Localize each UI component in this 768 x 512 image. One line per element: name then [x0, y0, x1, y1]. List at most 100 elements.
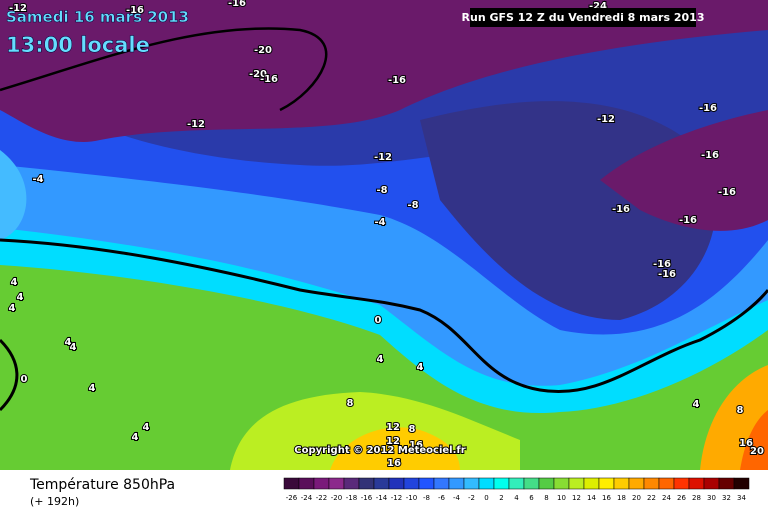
contour-label: 0: [375, 315, 382, 326]
scale-swatch: [358, 477, 375, 490]
scale-swatch: [403, 477, 420, 490]
scale-label: -2: [468, 494, 475, 502]
scale-swatch: [733, 477, 750, 490]
contour-label: 4: [377, 354, 384, 365]
scale-swatch: [688, 477, 705, 490]
scale-label: 20: [632, 494, 641, 502]
contour-label: -16: [653, 259, 671, 270]
contour-label: 4: [70, 342, 77, 353]
contour-label: 4: [132, 432, 139, 443]
scale-label: 16: [602, 494, 611, 502]
run-box: [470, 8, 696, 27]
contour-label: 4: [65, 337, 72, 348]
contour-label: 8: [737, 405, 744, 416]
contour-label: -16: [718, 187, 736, 198]
color-scale: -26 -24 -22 -20 -18 -16 -14 -12 -10 -8 -6 -4 -2 0 2 4 6 8…: [283, 477, 750, 502]
contour-label: 12: [386, 422, 400, 433]
scale-label: 24: [662, 494, 671, 502]
scale-swatch: [673, 477, 690, 490]
contour-label: 0: [21, 374, 28, 385]
scale-label: 30: [707, 494, 716, 502]
contour-label: -16: [699, 103, 717, 114]
scale-swatch: [538, 477, 555, 490]
contour-label: -12: [187, 119, 205, 130]
scale-label: -16: [361, 494, 373, 502]
scale-label: 4: [514, 494, 519, 502]
scale-label: 2: [499, 494, 503, 502]
scale-swatch: [463, 477, 480, 490]
scale-swatch: [283, 477, 300, 490]
contour-label: 16: [409, 440, 423, 451]
scale-swatch: [343, 477, 360, 490]
contour-label: 8: [409, 424, 416, 435]
scale-swatch: [448, 477, 465, 490]
footer: [0, 470, 768, 512]
scale-label: 22: [647, 494, 656, 502]
scale-label: -24: [301, 494, 313, 502]
scale-swatch: [493, 477, 510, 490]
scale-label: -6: [438, 494, 446, 502]
scale-label: -26: [286, 494, 298, 502]
scale-label: 14: [587, 494, 596, 502]
scale-label: 6: [529, 494, 534, 502]
contour-label: -12: [597, 114, 615, 125]
contour-label: 12: [386, 436, 400, 447]
scale-label: 26: [677, 494, 686, 502]
scale-label: -10: [406, 494, 417, 502]
contour-label: -16: [612, 204, 630, 215]
contour-label: -16: [260, 74, 278, 85]
scale-swatch: [508, 477, 525, 490]
contour-label: 4: [9, 303, 16, 314]
scale-label: -14: [376, 494, 388, 502]
contour-label: 16: [739, 438, 753, 449]
copyright: Copyright © 2012 Meteociel.fr: [294, 445, 465, 456]
scale-label: 0: [484, 494, 488, 502]
contour-label: -16: [228, 0, 246, 9]
contour-label: 4: [143, 422, 150, 433]
scale-swatch: [553, 477, 570, 490]
scale-label: -18: [346, 494, 357, 502]
temperature-field: [0, 0, 768, 470]
field-title: Température 850hPa: [29, 477, 175, 493]
contour-label: -16: [701, 150, 719, 161]
contour-label: -16: [658, 269, 676, 280]
scale-swatch: [643, 477, 660, 490]
contour-labels: -12 -16 -24-16-20-20-16 -16-12 -12-16-16-12-…: [8, 0, 765, 470]
contour-label: -8: [407, 200, 418, 211]
contour-label: 4: [17, 292, 24, 303]
scale-swatch: [328, 477, 345, 490]
scale-label: -12: [391, 494, 402, 502]
scale-label: 12: [572, 494, 581, 502]
contour-label: 20: [750, 446, 764, 457]
contour-label: -16: [679, 215, 697, 226]
forecast-date: Samedi 16 mars 2013: [6, 8, 189, 26]
contour-label: -16: [388, 75, 406, 86]
contour-label: 16: [387, 458, 401, 469]
scale-swatch: [718, 477, 735, 490]
scale-swatch: [598, 477, 615, 490]
contour-label: -20: [249, 69, 267, 80]
contour-label: 4: [693, 399, 700, 410]
scale-swatch: [298, 477, 315, 490]
contour-label: 8: [347, 398, 354, 409]
scale-swatch: [433, 477, 450, 490]
scale-label: 18: [617, 494, 626, 502]
scale-swatch: [523, 477, 540, 490]
contour-label: -4: [32, 174, 43, 185]
contour-label: -16: [126, 5, 144, 16]
contour-label: -4: [374, 217, 385, 228]
scale-label: -4: [453, 494, 461, 502]
forecast-time: 13:00 locale: [6, 33, 150, 57]
scale-label: -20: [331, 494, 342, 502]
scale-swatch: [388, 477, 405, 490]
scale-swatch: [373, 477, 390, 490]
scale-label: -22: [316, 494, 327, 502]
scale-swatch: [658, 477, 675, 490]
contour-label: 4: [417, 362, 424, 373]
contour-label: -12: [374, 152, 392, 163]
contour-label: 4: [11, 277, 18, 288]
scale-label: 8: [544, 494, 548, 502]
scale-label: 34: [737, 494, 746, 502]
scale-label: 10: [557, 494, 566, 502]
